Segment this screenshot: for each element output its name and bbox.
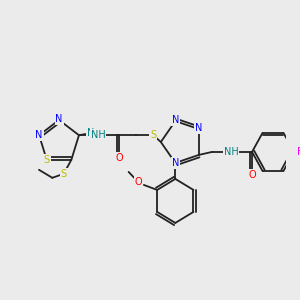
Text: S: S: [44, 155, 50, 165]
Text: N: N: [55, 114, 63, 124]
Text: S: S: [150, 130, 156, 140]
Text: NH: NH: [91, 130, 105, 140]
Text: O: O: [248, 170, 256, 180]
Text: N: N: [87, 128, 94, 138]
Text: O: O: [115, 153, 123, 163]
Text: F: F: [297, 147, 300, 157]
Text: N: N: [172, 158, 179, 168]
Text: S: S: [61, 169, 67, 179]
Text: N: N: [35, 130, 43, 140]
Text: N: N: [195, 123, 202, 133]
Text: NH: NH: [224, 147, 239, 157]
Text: O: O: [134, 177, 142, 187]
Text: N: N: [172, 115, 179, 125]
Text: H: H: [93, 129, 100, 138]
